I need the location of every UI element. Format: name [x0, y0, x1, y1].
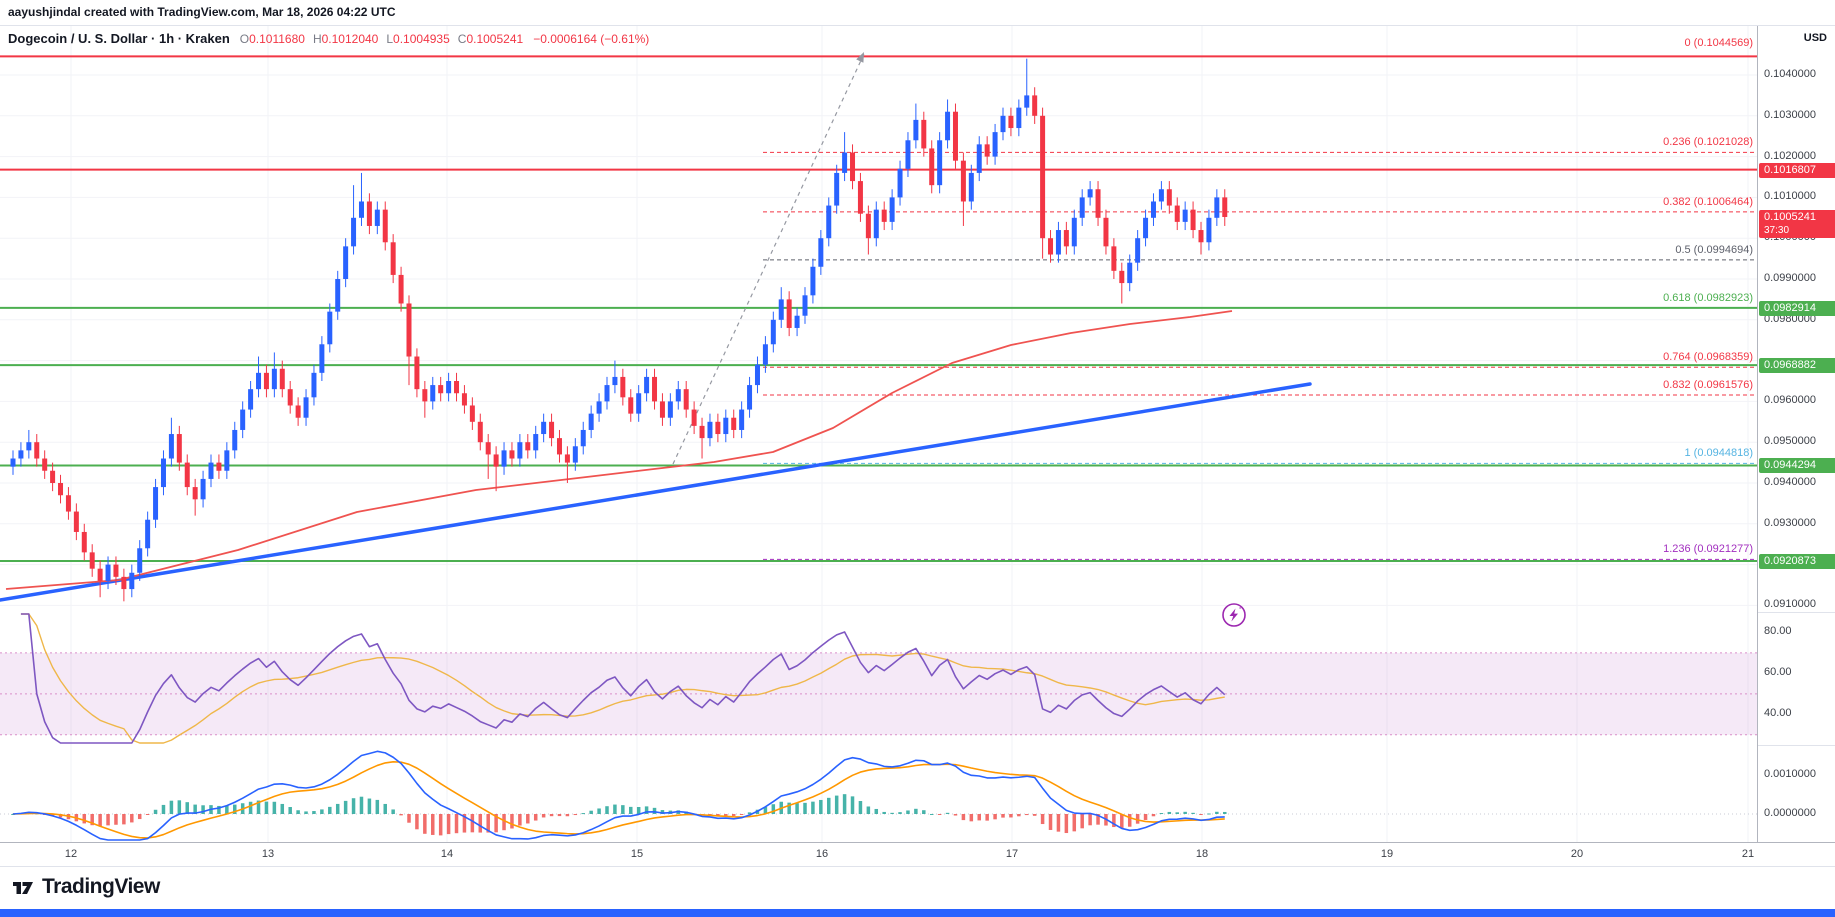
time-label: 12: [64, 848, 78, 860]
macd-line: [12, 750, 1225, 841]
close-value: 0.1005241: [466, 32, 524, 46]
time-label: 18: [1195, 848, 1209, 860]
price-badge: 0.0982914: [1759, 300, 1835, 316]
trend-line[interactable]: [0, 382, 1312, 602]
tradingview-logo-text: TradingView: [42, 875, 160, 898]
pane-separator: [1758, 745, 1835, 746]
symbol-title[interactable]: Dogecoin / U. S. Dollar · 1h · Kraken: [8, 31, 230, 46]
pane-separator: [1758, 612, 1835, 613]
price-badge: 0.1005241 37:30: [1759, 209, 1835, 238]
price-tick-label: 0.0990000: [1764, 272, 1816, 284]
price-tick-label: 0.0930000: [1764, 516, 1816, 529]
open-label: O: [239, 32, 250, 46]
lightning-bolt-icon: [1222, 603, 1246, 627]
time-label: 17: [1005, 848, 1019, 860]
close-label: C: [457, 32, 467, 46]
time-label: 19: [1380, 848, 1394, 860]
price-tick-label: 0.1020000: [1764, 149, 1816, 162]
footer-bar: TradingView: [0, 866, 1835, 909]
time-label: 20: [1570, 848, 1584, 860]
countdown-timer: 37:30: [1764, 224, 1790, 236]
time-axis[interactable]: 12 13 14 15 16 17 18 19 20 21: [0, 842, 1835, 866]
fibonacci-retracement-lines[interactable]: [763, 151, 1757, 560]
macd-histogram: [11, 794, 1227, 836]
ohlc-low: L0.1004935: [386, 32, 449, 46]
attribution-bar: aayushjindal created with TradingView.co…: [0, 0, 1835, 26]
rsi-tick-label: 80.00: [1764, 625, 1792, 638]
price-tick-label: 0.0960000: [1764, 394, 1816, 407]
low-label: L: [386, 32, 394, 46]
price-tick-label: 0.0940000: [1764, 476, 1816, 488]
price-badge: 0.0944294: [1759, 458, 1835, 474]
high-label: H: [312, 32, 322, 46]
price-badge: 0.1016807: [1759, 162, 1835, 178]
fib-anchor-line[interactable]: [672, 52, 865, 465]
price-tick-label: 0.0950000: [1764, 435, 1816, 448]
low-value: 0.1004935: [393, 32, 450, 46]
price-badge: 0.0968882: [1759, 358, 1835, 374]
tradingview-logo-icon: [13, 882, 33, 894]
bottom-accent-strip: [0, 909, 1835, 917]
grid-lines: [0, 26, 1757, 842]
time-label: 14: [440, 848, 454, 860]
open-value: 0.1011680: [249, 32, 305, 46]
time-label: 13: [261, 848, 275, 860]
horizontal-level-lines[interactable]: [0, 55, 1757, 563]
price-tick-label: 0.1010000: [1764, 190, 1816, 203]
time-label: 21: [1741, 848, 1755, 860]
macd-tick-label: 0.0010000: [1764, 768, 1816, 780]
change-value: −0.0006164 (−0.61%): [533, 32, 650, 46]
time-label: 16: [815, 848, 829, 860]
high-value: 0.1012040: [321, 32, 379, 46]
symbol-info-row[interactable]: Dogecoin / U. S. Dollar · 1h · Kraken O0.…: [8, 31, 649, 46]
rsi-tick-label: 60.00: [1764, 666, 1792, 679]
macd-tick-label: 0.0000000: [1764, 807, 1816, 819]
time-label: 15: [630, 848, 644, 860]
tradingview-logo[interactable]: TradingView: [10, 874, 160, 900]
currency-label: USD: [1803, 32, 1827, 44]
price-tick-label: 0.1040000: [1764, 68, 1816, 80]
ohlc-close: C0.1005241: [458, 32, 523, 46]
price-axis[interactable]: USD 0.1040000 0.1030000 0.1020000 0.1010000…: [1757, 26, 1835, 866]
rsi-tick-label: 40.00: [1764, 707, 1792, 720]
price-tick-label: 0.0910000: [1764, 598, 1816, 611]
ohlc-high: H0.1012040: [313, 32, 378, 46]
macd-signal-line: [12, 760, 1225, 839]
rsi-line: [20, 613, 1226, 744]
price-badge: 0.0920873: [1759, 554, 1835, 570]
candlesticks[interactable]: [10, 58, 1228, 602]
attribution-text: aayushjindal created with TradingView.co…: [8, 5, 396, 19]
moving-average-line: [5, 310, 1233, 590]
ohlc-open: O0.1011680: [240, 32, 305, 46]
boost-button[interactable]: [1219, 600, 1249, 630]
rsi-ma-line: [20, 613, 1225, 744]
price-tick-label: 0.1030000: [1764, 108, 1816, 121]
